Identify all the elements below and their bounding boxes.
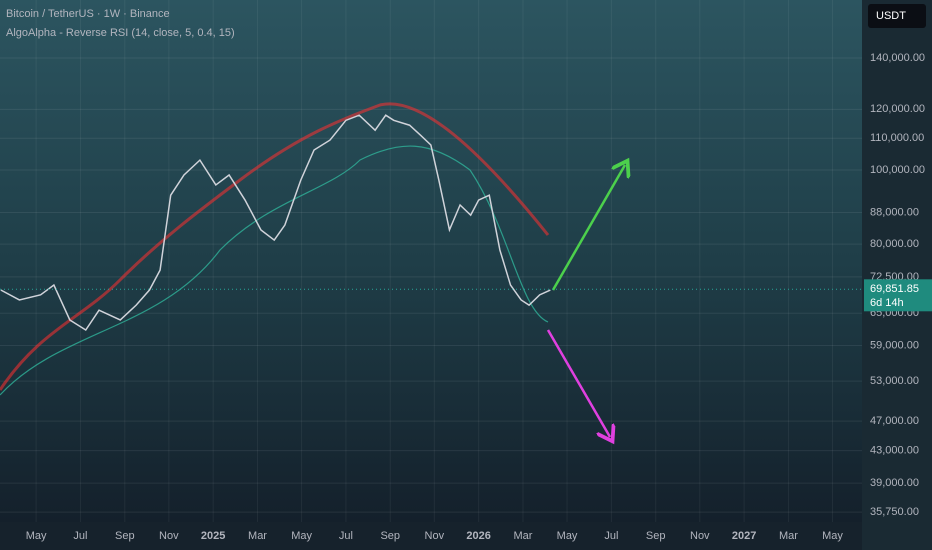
y-tick-label: 80,000.00 bbox=[870, 238, 919, 250]
grid bbox=[0, 0, 862, 522]
x-tick-label: 2026 bbox=[466, 530, 490, 542]
moving-average bbox=[0, 145, 549, 396]
x-tick-label: May bbox=[557, 530, 578, 542]
y-tick-label: 43,000.00 bbox=[870, 445, 919, 457]
chart-title: Bitcoin / TetherUS · 1W · Binance bbox=[6, 8, 170, 20]
x-tick-label: Nov bbox=[690, 530, 710, 542]
y-tick-label: 47,000.00 bbox=[870, 415, 919, 427]
series bbox=[0, 114, 551, 332]
y-tick-label: 88,000.00 bbox=[870, 206, 919, 218]
y-tick-label: 110,000.00 bbox=[870, 132, 924, 144]
x-tick-label: Mar bbox=[514, 530, 533, 542]
x-tick-label: Jul bbox=[604, 530, 618, 542]
x-tick-label: 2025 bbox=[201, 530, 225, 542]
plot-background bbox=[0, 0, 862, 522]
indicator-band bbox=[0, 102, 550, 391]
x-tick-label: Nov bbox=[159, 530, 179, 542]
price-line bbox=[0, 114, 551, 332]
x-tick-label: 2027 bbox=[732, 530, 756, 542]
x-tick-label: Sep bbox=[380, 530, 400, 542]
y-tick-label: 53,000.00 bbox=[870, 375, 919, 387]
countdown: 6d 14h bbox=[870, 297, 904, 309]
x-tick-label: Mar bbox=[779, 530, 798, 542]
x-tick-label: May bbox=[822, 530, 843, 542]
last-price-label: 69,851.85 bbox=[870, 283, 919, 295]
price-axis bbox=[862, 0, 932, 550]
x-tick-label: May bbox=[26, 530, 47, 542]
y-tick-label: 35,750.00 bbox=[870, 506, 919, 518]
up-arrow bbox=[551, 165, 625, 291]
y-tick-label: 59,000.00 bbox=[870, 339, 919, 351]
x-tick-label: Mar bbox=[248, 530, 267, 542]
x-tick-label: Jul bbox=[339, 530, 353, 542]
x-tick-label: Nov bbox=[425, 530, 445, 542]
axes: 140,000.00 120,000.00 110,000.00 100,000.00… bbox=[0, 52, 932, 542]
currency-box[interactable] bbox=[868, 4, 926, 28]
currency[interactable]: USDT bbox=[876, 10, 906, 22]
x-tick-label: Sep bbox=[115, 530, 135, 542]
indicator-label: AlgoAlpha - Reverse RSI (14, close, 5, 0… bbox=[6, 27, 235, 39]
y-tick-label: 100,000.00 bbox=[870, 164, 925, 176]
y-tick-label: 39,000.00 bbox=[870, 477, 919, 489]
x-tick-label: May bbox=[291, 530, 312, 542]
x-tick-label: Sep bbox=[646, 530, 666, 542]
time-axis bbox=[0, 522, 862, 550]
down-arrow bbox=[546, 329, 610, 437]
last-price-box bbox=[864, 279, 932, 312]
x-tick-label: Jul bbox=[73, 530, 87, 542]
y-tick-label: 140,000.00 bbox=[870, 52, 925, 64]
y-tick-label: 120,000.00 bbox=[870, 103, 925, 115]
